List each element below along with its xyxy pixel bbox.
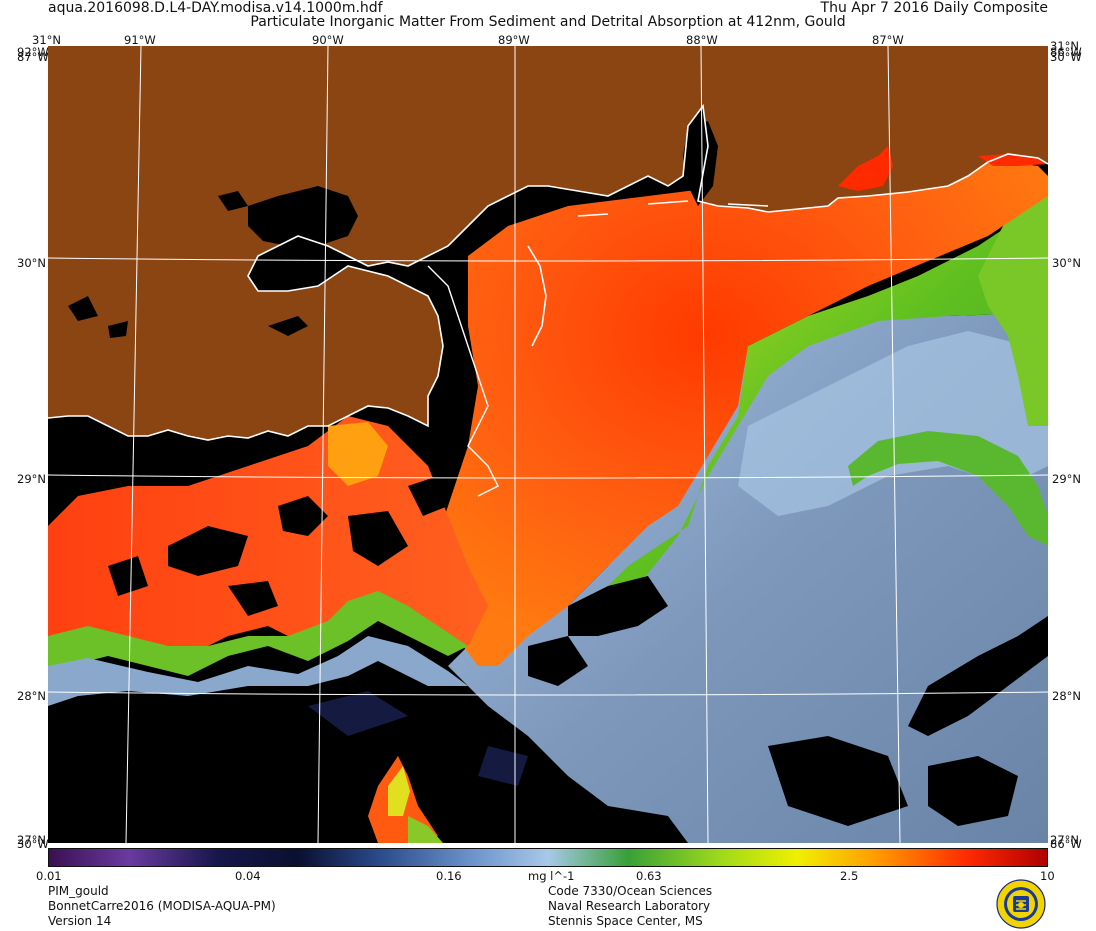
satellite-map[interactable] <box>48 46 1048 843</box>
corner-label-bottom-left-1: 27°N <box>17 833 46 847</box>
shelf-blue-edge <box>48 636 468 706</box>
left-label-28n: 28°N <box>17 689 46 703</box>
footer-version: Version 14 <box>48 914 112 928</box>
southern-no-data <box>48 676 648 843</box>
colorbar-label-2: 0.16 <box>436 869 462 883</box>
cloud-gap <box>928 756 1018 826</box>
lake <box>268 316 308 336</box>
corner-label-top-left-2: 87°W <box>17 50 49 64</box>
cloud-gap <box>228 581 278 616</box>
cloud-gap <box>108 556 148 596</box>
land-mass <box>48 46 1048 440</box>
lake <box>218 191 248 211</box>
left-label-29n: 29°N <box>17 472 46 486</box>
top-label-31n-right: 31°N <box>1050 39 1079 53</box>
corner-label-top-right-1: 86°W <box>1050 45 1082 59</box>
corner-label-bottom-left-2: 30°W <box>17 837 49 851</box>
mobile-bay <box>683 121 718 206</box>
corner-label-bottom-right-1: 27°N <box>1050 833 1079 847</box>
lake-pontchartrain <box>248 186 358 246</box>
green-band <box>588 196 1048 606</box>
right-label-29n: 29°N <box>1052 472 1081 486</box>
footer-region: BonnetCarre2016 (MODISA-AQUA-PM) <box>48 899 276 913</box>
green-loop <box>848 431 1048 546</box>
left-label-30n: 30°N <box>17 256 46 270</box>
sediment-patch-green <box>408 816 443 843</box>
footer-code: Code 7330/Ocean Sciences <box>548 884 713 898</box>
cloud-gap <box>348 511 408 566</box>
cloud-gap <box>408 476 448 516</box>
top-label-87w: 87°W <box>872 33 904 47</box>
corner-label-top-left-1: 92°W <box>17 45 49 59</box>
map-title: Particulate Inorganic Matter From Sedime… <box>250 14 846 30</box>
shelf-green-edge <box>48 591 468 676</box>
coastline <box>48 103 1048 441</box>
southern-dark-blue <box>308 691 408 736</box>
cloud-gap <box>908 616 1048 736</box>
corner-label-top-right-2: 30°W <box>1050 50 1082 64</box>
colorbar-units: mg l^-1 <box>528 869 575 883</box>
cloud-gap <box>528 636 588 686</box>
top-label-91w: 91°W <box>124 33 156 47</box>
cloud-gap <box>568 576 668 636</box>
coastline-delta <box>427 265 499 497</box>
western-shelf-yellow <box>328 422 388 486</box>
chandeleur-islands <box>527 245 547 347</box>
colorbar-label-1: 0.04 <box>235 869 261 883</box>
river-plume <box>428 156 1048 666</box>
colorbar-label-min: 0.01 <box>36 869 62 883</box>
sediment-patch-yellow <box>388 766 410 816</box>
map-image <box>48 46 1048 843</box>
cloud-gap <box>278 496 328 536</box>
colorbar-label-max: 10 <box>1040 869 1055 883</box>
lake <box>108 321 128 338</box>
corner-label-bottom-right-2: 86°W <box>1050 837 1082 851</box>
footer-product: PIM_gould <box>48 884 109 898</box>
footer-lab: Naval Research Laboratory <box>548 899 711 913</box>
top-label-90w: 90°W <box>312 33 344 47</box>
lake <box>68 296 98 321</box>
green-east-coast <box>978 186 1048 426</box>
top-label-88w: 88°W <box>686 33 718 47</box>
colorbar <box>48 848 1048 867</box>
right-label-28n: 28°N <box>1052 689 1081 703</box>
colorbar-label-4: 2.5 <box>840 869 859 883</box>
bay-plume <box>838 146 893 191</box>
top-label-89w: 89°W <box>498 33 530 47</box>
barrier-islands <box>577 200 769 217</box>
footer-location: Stennis Space Center, MS <box>548 914 703 928</box>
cloud-gap <box>768 736 908 826</box>
graticule <box>48 46 1048 843</box>
filename-text: aqua.2016098.D.L4-DAY.modisa.v14.1000m.h… <box>48 0 383 16</box>
nrl-seal-icon <box>996 879 1046 929</box>
date-text: Thu Apr 7 2016 Daily Composite <box>820 0 1048 16</box>
cloud-gap <box>168 526 248 576</box>
top-label-31n-left: 31°N <box>32 33 61 47</box>
right-label-30n: 30°N <box>1052 256 1081 270</box>
colorbar-label-3: 0.63 <box>636 869 662 883</box>
